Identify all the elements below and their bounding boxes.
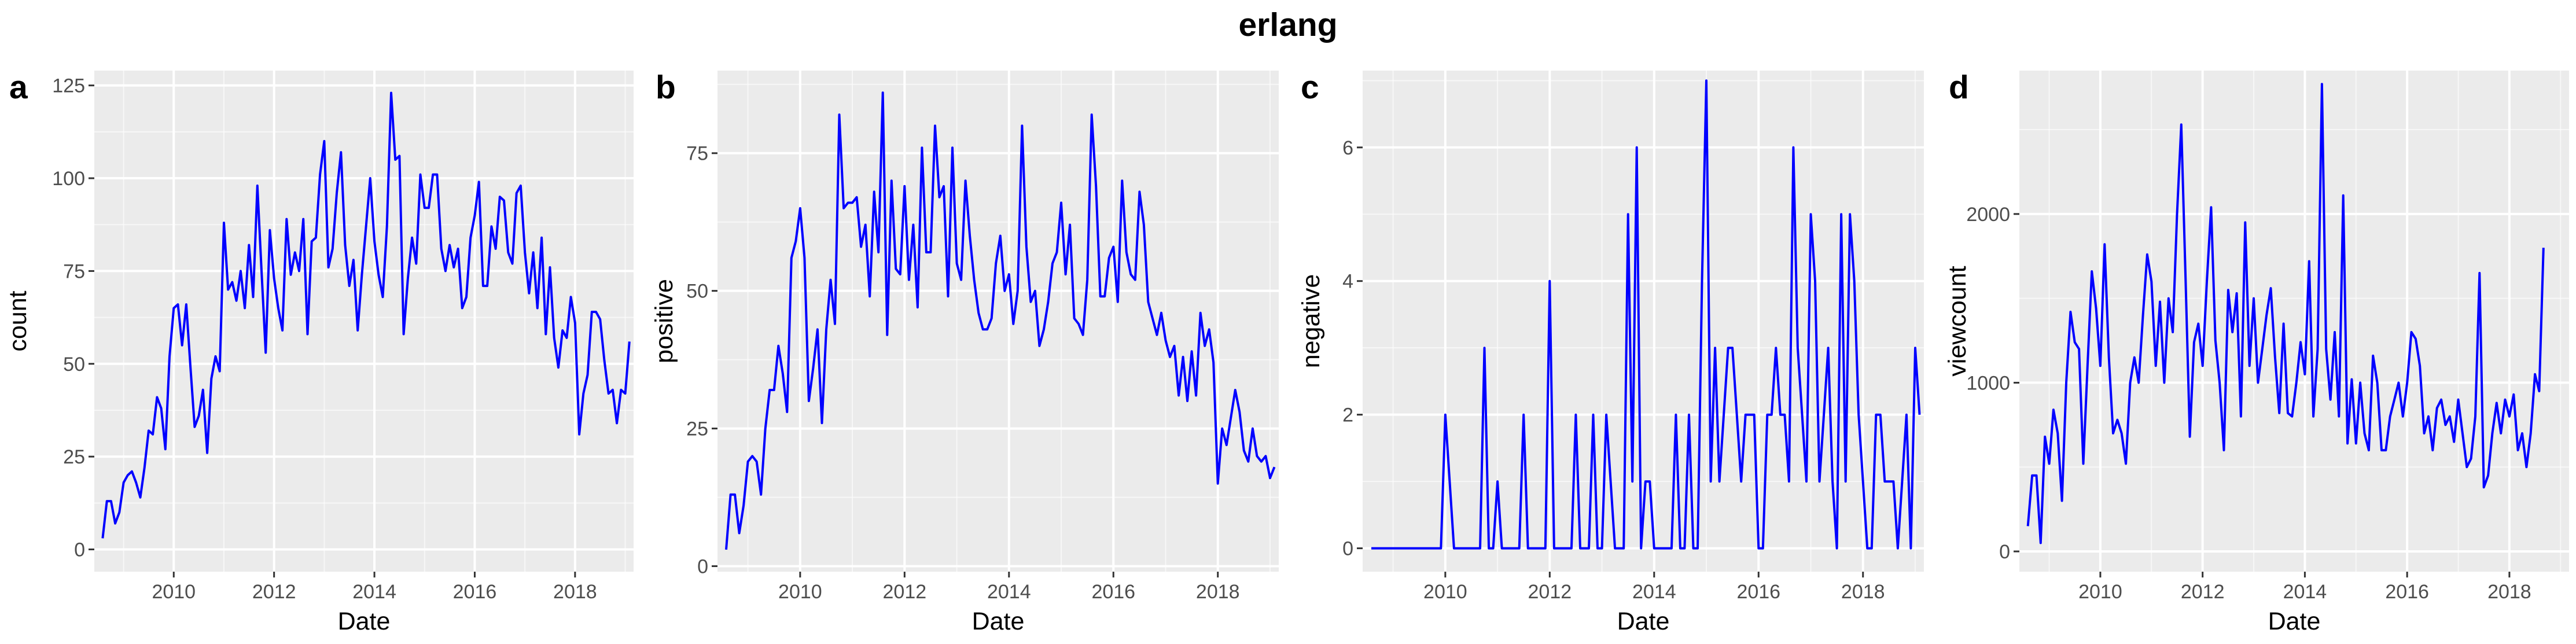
y-tick-label: 2000 xyxy=(1966,204,2010,226)
x-tick-label: 2018 xyxy=(1196,581,1240,603)
panel-letter-a: a xyxy=(9,69,28,106)
y-axis-title: count xyxy=(4,290,32,351)
y-tick-label: 50 xyxy=(686,281,708,303)
panel-letter-c: c xyxy=(1301,69,1319,106)
x-axis-title: Date xyxy=(1617,608,1670,635)
x-tick-label: 2010 xyxy=(152,581,196,603)
y-tick-label: 6 xyxy=(1342,137,1353,159)
y-axis-title: negative xyxy=(1297,274,1325,369)
x-tick-label: 2012 xyxy=(1528,581,1572,603)
x-tick-label: 2014 xyxy=(987,581,1031,603)
series-line xyxy=(725,91,1276,550)
x-tick-label: 2016 xyxy=(453,581,497,603)
y-axis-title: positive xyxy=(650,279,678,363)
series-line xyxy=(101,91,631,539)
x-axis-title: Date xyxy=(338,608,391,635)
y-tick-label: 0 xyxy=(697,555,708,577)
x-tick-label: 2012 xyxy=(883,581,927,603)
x-tick-label: 2010 xyxy=(1423,581,1467,603)
figure-title: erlang xyxy=(1238,6,1338,43)
y-tick-label: 1000 xyxy=(1966,372,2010,394)
x-tick-label: 2014 xyxy=(1632,581,1676,603)
x-tick-label: 2012 xyxy=(2181,581,2225,603)
y-tick-label: 0 xyxy=(1342,538,1353,560)
x-tick-label: 2016 xyxy=(1736,581,1780,603)
y-tick-label: 25 xyxy=(686,418,708,440)
y-tick-label: 2 xyxy=(1342,404,1353,426)
x-tick-label: 2012 xyxy=(252,581,296,603)
plot-panel xyxy=(1363,71,1924,572)
x-tick-label: 2014 xyxy=(352,581,396,603)
x-tick-label: 2010 xyxy=(778,581,822,603)
x-axis-title: Date xyxy=(2268,608,2321,635)
y-tick-label: 0 xyxy=(74,539,85,561)
series-line xyxy=(1371,79,1921,550)
panel-letter-b: b xyxy=(656,69,676,106)
series-line xyxy=(2026,83,2545,544)
x-tick-label: 2016 xyxy=(1091,581,1135,603)
y-tick-label: 25 xyxy=(63,446,85,468)
panel-letter-d: d xyxy=(1949,69,1969,106)
y-tick-label: 50 xyxy=(63,354,85,376)
x-tick-label: 2014 xyxy=(2283,581,2327,603)
x-tick-label: 2010 xyxy=(2078,581,2122,603)
y-tick-label: 75 xyxy=(686,143,708,165)
y-tick-label: 75 xyxy=(63,260,85,282)
x-tick-label: 2018 xyxy=(1841,581,1885,603)
y-tick-label: 125 xyxy=(52,75,85,97)
x-tick-label: 2018 xyxy=(553,581,597,603)
x-axis-title: Date xyxy=(972,608,1025,635)
x-tick-label: 2018 xyxy=(2487,581,2531,603)
y-tick-label: 4 xyxy=(1342,271,1353,293)
y-tick-label: 100 xyxy=(52,168,85,190)
y-axis-title: viewcount xyxy=(1944,266,1971,376)
x-tick-label: 2016 xyxy=(2385,581,2429,603)
y-tick-label: 0 xyxy=(1999,541,2010,563)
